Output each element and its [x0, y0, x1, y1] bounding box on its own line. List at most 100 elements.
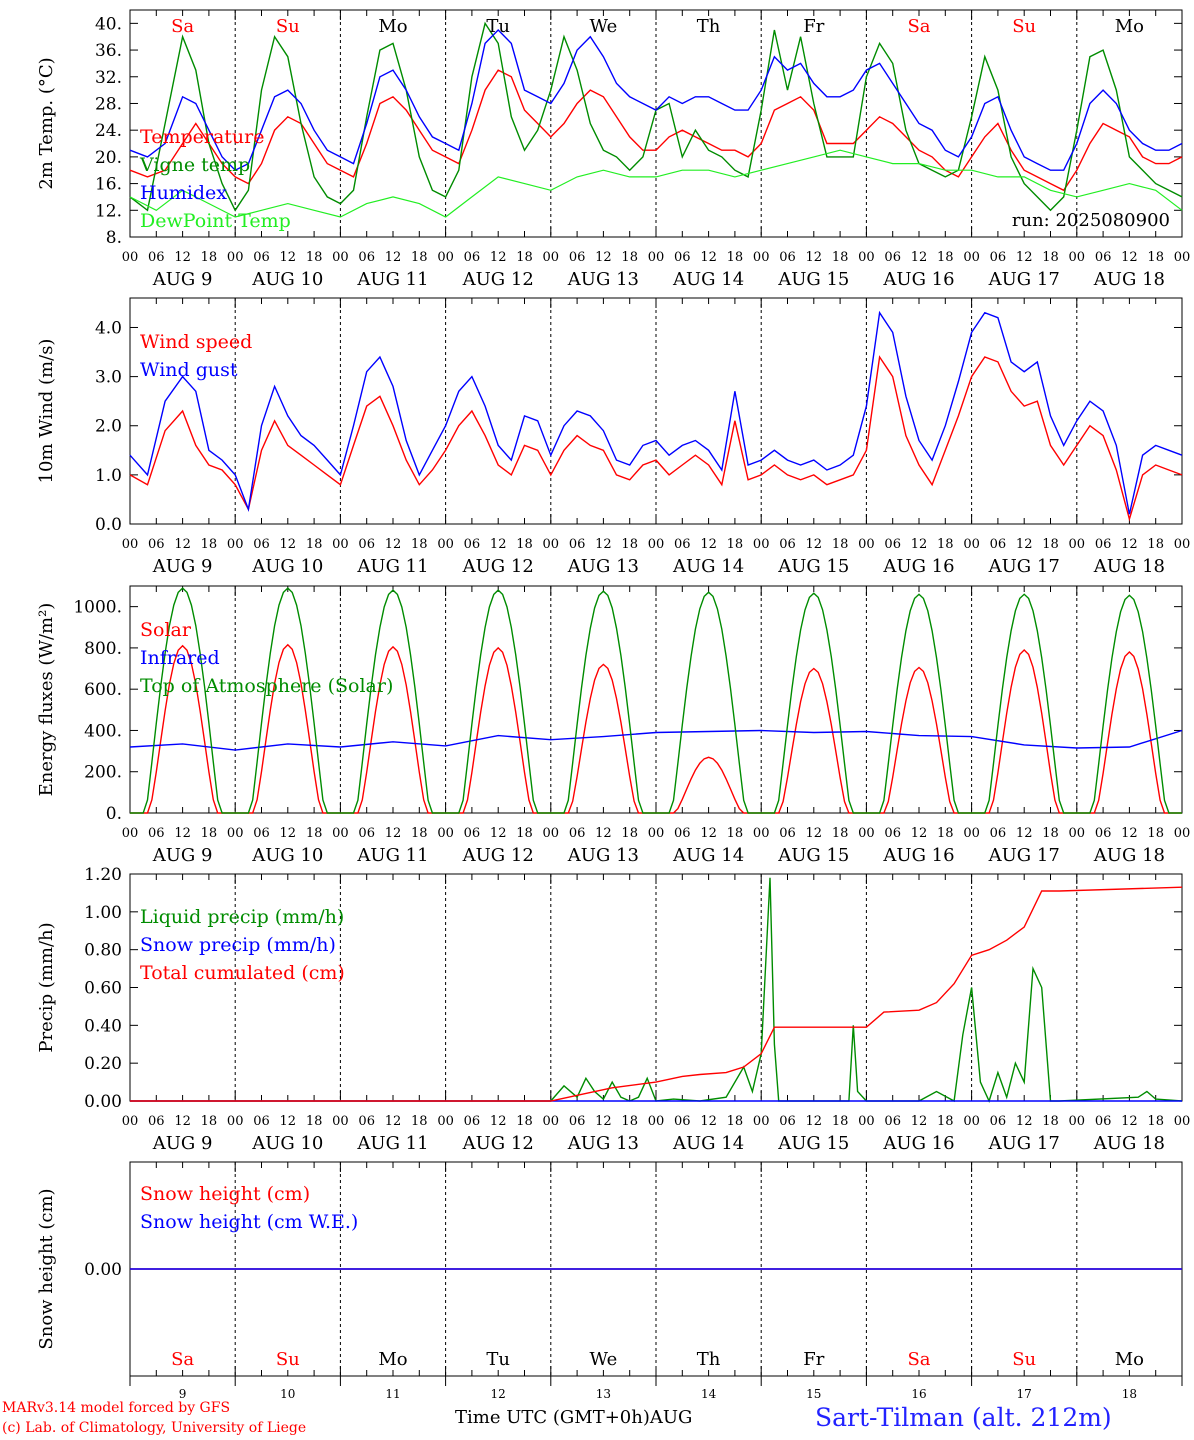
hour-tick-label: 12 [1016, 537, 1033, 552]
hour-tick-label: 06 [884, 537, 901, 552]
date-label: AUG 9 [152, 1133, 213, 1154]
hour-tick-label: 18 [201, 537, 218, 552]
day-abbr-bottom: Tu [486, 1349, 510, 1370]
hour-tick-label: 00 [543, 250, 560, 265]
hour-tick-label: 00 [1174, 537, 1191, 552]
hour-tick-label: 18 [1042, 537, 1059, 552]
hour-tick-label: 12 [1121, 826, 1138, 841]
hour-tick-label: 00 [1174, 250, 1191, 265]
date-label: AUG 10 [251, 269, 323, 290]
hour-tick-label: 00 [122, 250, 139, 265]
hour-tick-label: 12 [1016, 250, 1033, 265]
day-abbr-bottom: Mo [378, 1349, 407, 1370]
legend-entry: Wind gust [140, 359, 238, 381]
hour-tick-label: 18 [832, 1114, 849, 1129]
legend-entry: Wind speed [140, 331, 252, 353]
hour-tick-label: 12 [490, 250, 507, 265]
legend-entry: Solar [140, 619, 192, 641]
hour-tick-label: 12 [174, 250, 191, 265]
y-tick-label: 0.0 [95, 515, 122, 535]
y-axis-title: 2m Temp. (°C) [36, 57, 57, 189]
hour-tick-label: 06 [148, 537, 165, 552]
y-tick-label: 20. [95, 148, 122, 168]
date-label: AUG 10 [251, 556, 323, 577]
hour-tick-label: 00 [963, 1114, 980, 1129]
hour-tick-label: 18 [621, 1114, 638, 1129]
hour-tick-label: 18 [201, 250, 218, 265]
hour-tick-label: 00 [858, 826, 875, 841]
hour-tick-label: 12 [1016, 826, 1033, 841]
hour-tick-label: 18 [727, 250, 744, 265]
hour-tick-label: 00 [753, 826, 770, 841]
hour-tick-label: 12 [490, 537, 507, 552]
hour-tick-label: 12 [911, 1114, 928, 1129]
y-tick-label: 0.20 [84, 1054, 122, 1074]
date-label: AUG 14 [672, 845, 744, 866]
date-label: AUG 16 [882, 269, 954, 290]
hour-tick-label: 06 [674, 250, 691, 265]
date-label: AUG 18 [1093, 556, 1165, 577]
date-label: AUG 11 [356, 1133, 428, 1154]
y-tick-label: 16. [95, 175, 122, 195]
date-label: AUG 14 [672, 1133, 744, 1154]
legend-entry: Top of Atmosphere (Solar) [140, 675, 393, 697]
hour-tick-label: 06 [779, 250, 796, 265]
hour-tick-label: 06 [358, 826, 375, 841]
hour-tick-label: 00 [963, 537, 980, 552]
hour-tick-label: 00 [227, 250, 244, 265]
hour-tick-label: 06 [464, 250, 481, 265]
hour-tick-label: 12 [280, 826, 297, 841]
hour-tick-label: 18 [1147, 1114, 1164, 1129]
y-tick-label: 0.40 [84, 1016, 122, 1036]
hour-tick-label: 06 [569, 250, 586, 265]
hour-tick-label: 18 [1042, 250, 1059, 265]
hour-tick-label: 12 [806, 537, 823, 552]
y-tick-label: 400. [84, 721, 122, 741]
hour-tick-label: 00 [858, 537, 875, 552]
hour-tick-label: 00 [227, 1114, 244, 1129]
day-number: 14 [701, 1387, 717, 1401]
date-label: AUG 12 [462, 556, 534, 577]
date-label: AUG 14 [672, 269, 744, 290]
hour-tick-label: 12 [911, 826, 928, 841]
day-abbr-bottom: Su [1012, 1349, 1036, 1370]
hour-tick-label: 18 [516, 1114, 533, 1129]
hour-tick-label: 18 [306, 537, 323, 552]
lab-credit: (c) Lab. of Climatology, University of L… [2, 1420, 307, 1436]
hour-tick-label: 12 [280, 1114, 297, 1129]
station-name: Sart-Tilman (alt. 212m) [815, 1403, 1112, 1432]
day-number: 11 [385, 1387, 400, 1401]
date-label: AUG 13 [567, 556, 639, 577]
hour-tick-label: 12 [174, 826, 191, 841]
hour-tick-label: 00 [332, 1114, 349, 1129]
hour-tick-label: 18 [306, 826, 323, 841]
hour-tick-label: 06 [779, 537, 796, 552]
hour-tick-label: 12 [385, 250, 402, 265]
date-label: AUG 12 [462, 845, 534, 866]
y-tick-label: 24. [95, 121, 122, 141]
hour-tick-label: 18 [411, 826, 428, 841]
day-abbr-top: Sa [907, 16, 930, 37]
hour-tick-label: 18 [1147, 537, 1164, 552]
time-axis-title: Time UTC (GMT+0h)AUG [455, 1407, 692, 1428]
y-tick-label: 8. [106, 228, 122, 248]
hour-tick-label: 06 [990, 250, 1007, 265]
day-abbr-top: Su [276, 16, 300, 37]
y-tick-label: 1000. [73, 598, 122, 618]
day-abbr-top: Th [697, 16, 721, 37]
hour-tick-label: 18 [411, 537, 428, 552]
hour-tick-label: 06 [569, 1114, 586, 1129]
series-line-wind-gust [129, 310, 1183, 515]
hour-tick-label: 00 [1174, 1114, 1191, 1129]
hour-tick-label: 06 [674, 826, 691, 841]
y-tick-label: 3.0 [95, 368, 122, 388]
y-axis-title: Snow height (cm) [36, 1188, 57, 1349]
series-line-total-cumulated-cm- [130, 886, 1183, 1102]
hour-tick-label: 12 [595, 537, 612, 552]
hour-tick-label: 06 [148, 1114, 165, 1129]
hour-tick-label: 18 [832, 250, 849, 265]
day-number: 17 [1017, 1387, 1032, 1401]
date-label: AUG 18 [1093, 1133, 1165, 1154]
hour-tick-label: 00 [437, 1114, 454, 1129]
